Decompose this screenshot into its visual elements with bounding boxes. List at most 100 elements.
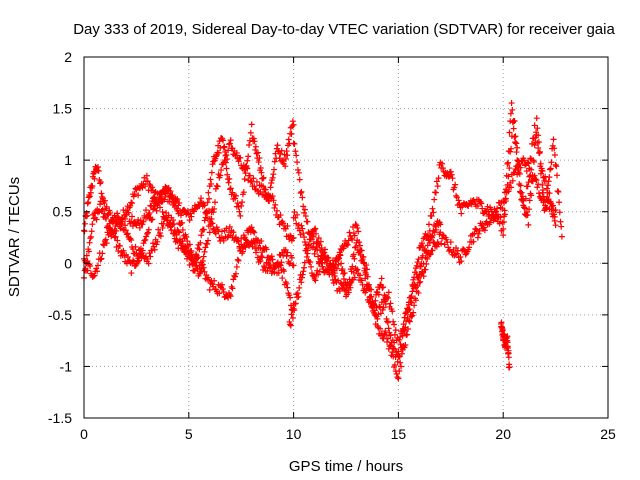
data-point (94, 163, 101, 170)
data-point (239, 244, 246, 251)
data-point (266, 198, 273, 205)
data-point (144, 230, 151, 237)
data-point (502, 196, 509, 203)
data-point (89, 221, 96, 228)
data-point (103, 215, 110, 222)
data-point (429, 205, 436, 212)
data-point (95, 168, 102, 175)
data-point (172, 198, 179, 205)
data-point (377, 325, 384, 332)
data-point (511, 134, 518, 141)
data-point (531, 142, 538, 149)
data-point (87, 233, 94, 240)
data-point (208, 169, 215, 176)
data-point (505, 354, 512, 361)
data-point (505, 159, 512, 166)
data-point (424, 250, 431, 257)
data-point (271, 158, 278, 165)
data-point (537, 170, 544, 177)
data-point (507, 110, 514, 117)
axis-ticks (83, 56, 609, 419)
data-point (374, 315, 381, 322)
data-point (387, 332, 394, 339)
data-point (220, 289, 227, 296)
data-point (549, 203, 556, 210)
data-point (98, 190, 105, 197)
data-point (298, 274, 305, 281)
data-point (308, 243, 315, 250)
data-point (415, 289, 422, 296)
data-point (462, 251, 469, 258)
data-point (177, 245, 184, 252)
data-point (340, 245, 347, 252)
data-point (169, 222, 176, 229)
data-point (301, 264, 308, 271)
data-point (145, 226, 152, 233)
data-point (300, 268, 307, 275)
data-point (250, 135, 257, 142)
series-satellite-track-f (290, 117, 559, 355)
series-satellite-track-i (500, 100, 565, 240)
data-point (166, 220, 173, 227)
y-tick-label: -1 (60, 358, 73, 374)
data-point (233, 149, 240, 156)
data-point (439, 165, 446, 172)
y-tick-label: -0.5 (48, 307, 72, 323)
data-point (333, 265, 340, 272)
data-point (107, 209, 114, 216)
data-point (201, 217, 208, 224)
data-point (537, 163, 544, 170)
data-point (94, 262, 101, 269)
data-point (253, 178, 260, 185)
data-point (141, 237, 148, 244)
x-tick-label: 15 (391, 426, 407, 442)
data-point (391, 321, 398, 328)
data-point (474, 202, 481, 209)
data-point (224, 234, 231, 241)
data-point (384, 295, 391, 302)
data-point (452, 181, 459, 188)
data-point (154, 190, 161, 197)
data-point (88, 228, 95, 235)
data-point (225, 233, 232, 240)
data-point (408, 299, 415, 306)
data-point (412, 284, 419, 291)
data-point (521, 204, 528, 211)
data-point (130, 257, 137, 264)
data-point (336, 249, 343, 256)
data-point (279, 275, 286, 282)
data-point (89, 183, 96, 190)
data-point (281, 151, 288, 158)
data-point (174, 207, 181, 214)
data-point (444, 169, 451, 176)
data-point (458, 258, 465, 265)
data-point (353, 267, 360, 274)
data-point (298, 279, 305, 286)
data-point (210, 225, 217, 232)
data-point (360, 254, 367, 261)
data-point (478, 200, 485, 207)
data-point (375, 311, 382, 318)
data-point (551, 145, 558, 152)
data-point (93, 216, 100, 223)
data-point (398, 344, 405, 351)
data-point (147, 253, 154, 260)
data-point (205, 223, 212, 230)
data-point (430, 209, 437, 216)
data-point (404, 331, 411, 338)
data-point (392, 327, 399, 334)
data-point (453, 250, 460, 257)
data-point (396, 336, 403, 343)
data-point (292, 214, 299, 221)
data-point (411, 281, 418, 288)
data-point (115, 247, 122, 254)
data-point (307, 258, 314, 265)
data-point (110, 230, 117, 237)
data-point (344, 241, 351, 248)
data-point (235, 238, 242, 245)
data-point (528, 192, 535, 199)
data-point (475, 230, 482, 237)
data-point (149, 240, 156, 247)
data-point (422, 254, 429, 261)
data-point (179, 238, 186, 245)
